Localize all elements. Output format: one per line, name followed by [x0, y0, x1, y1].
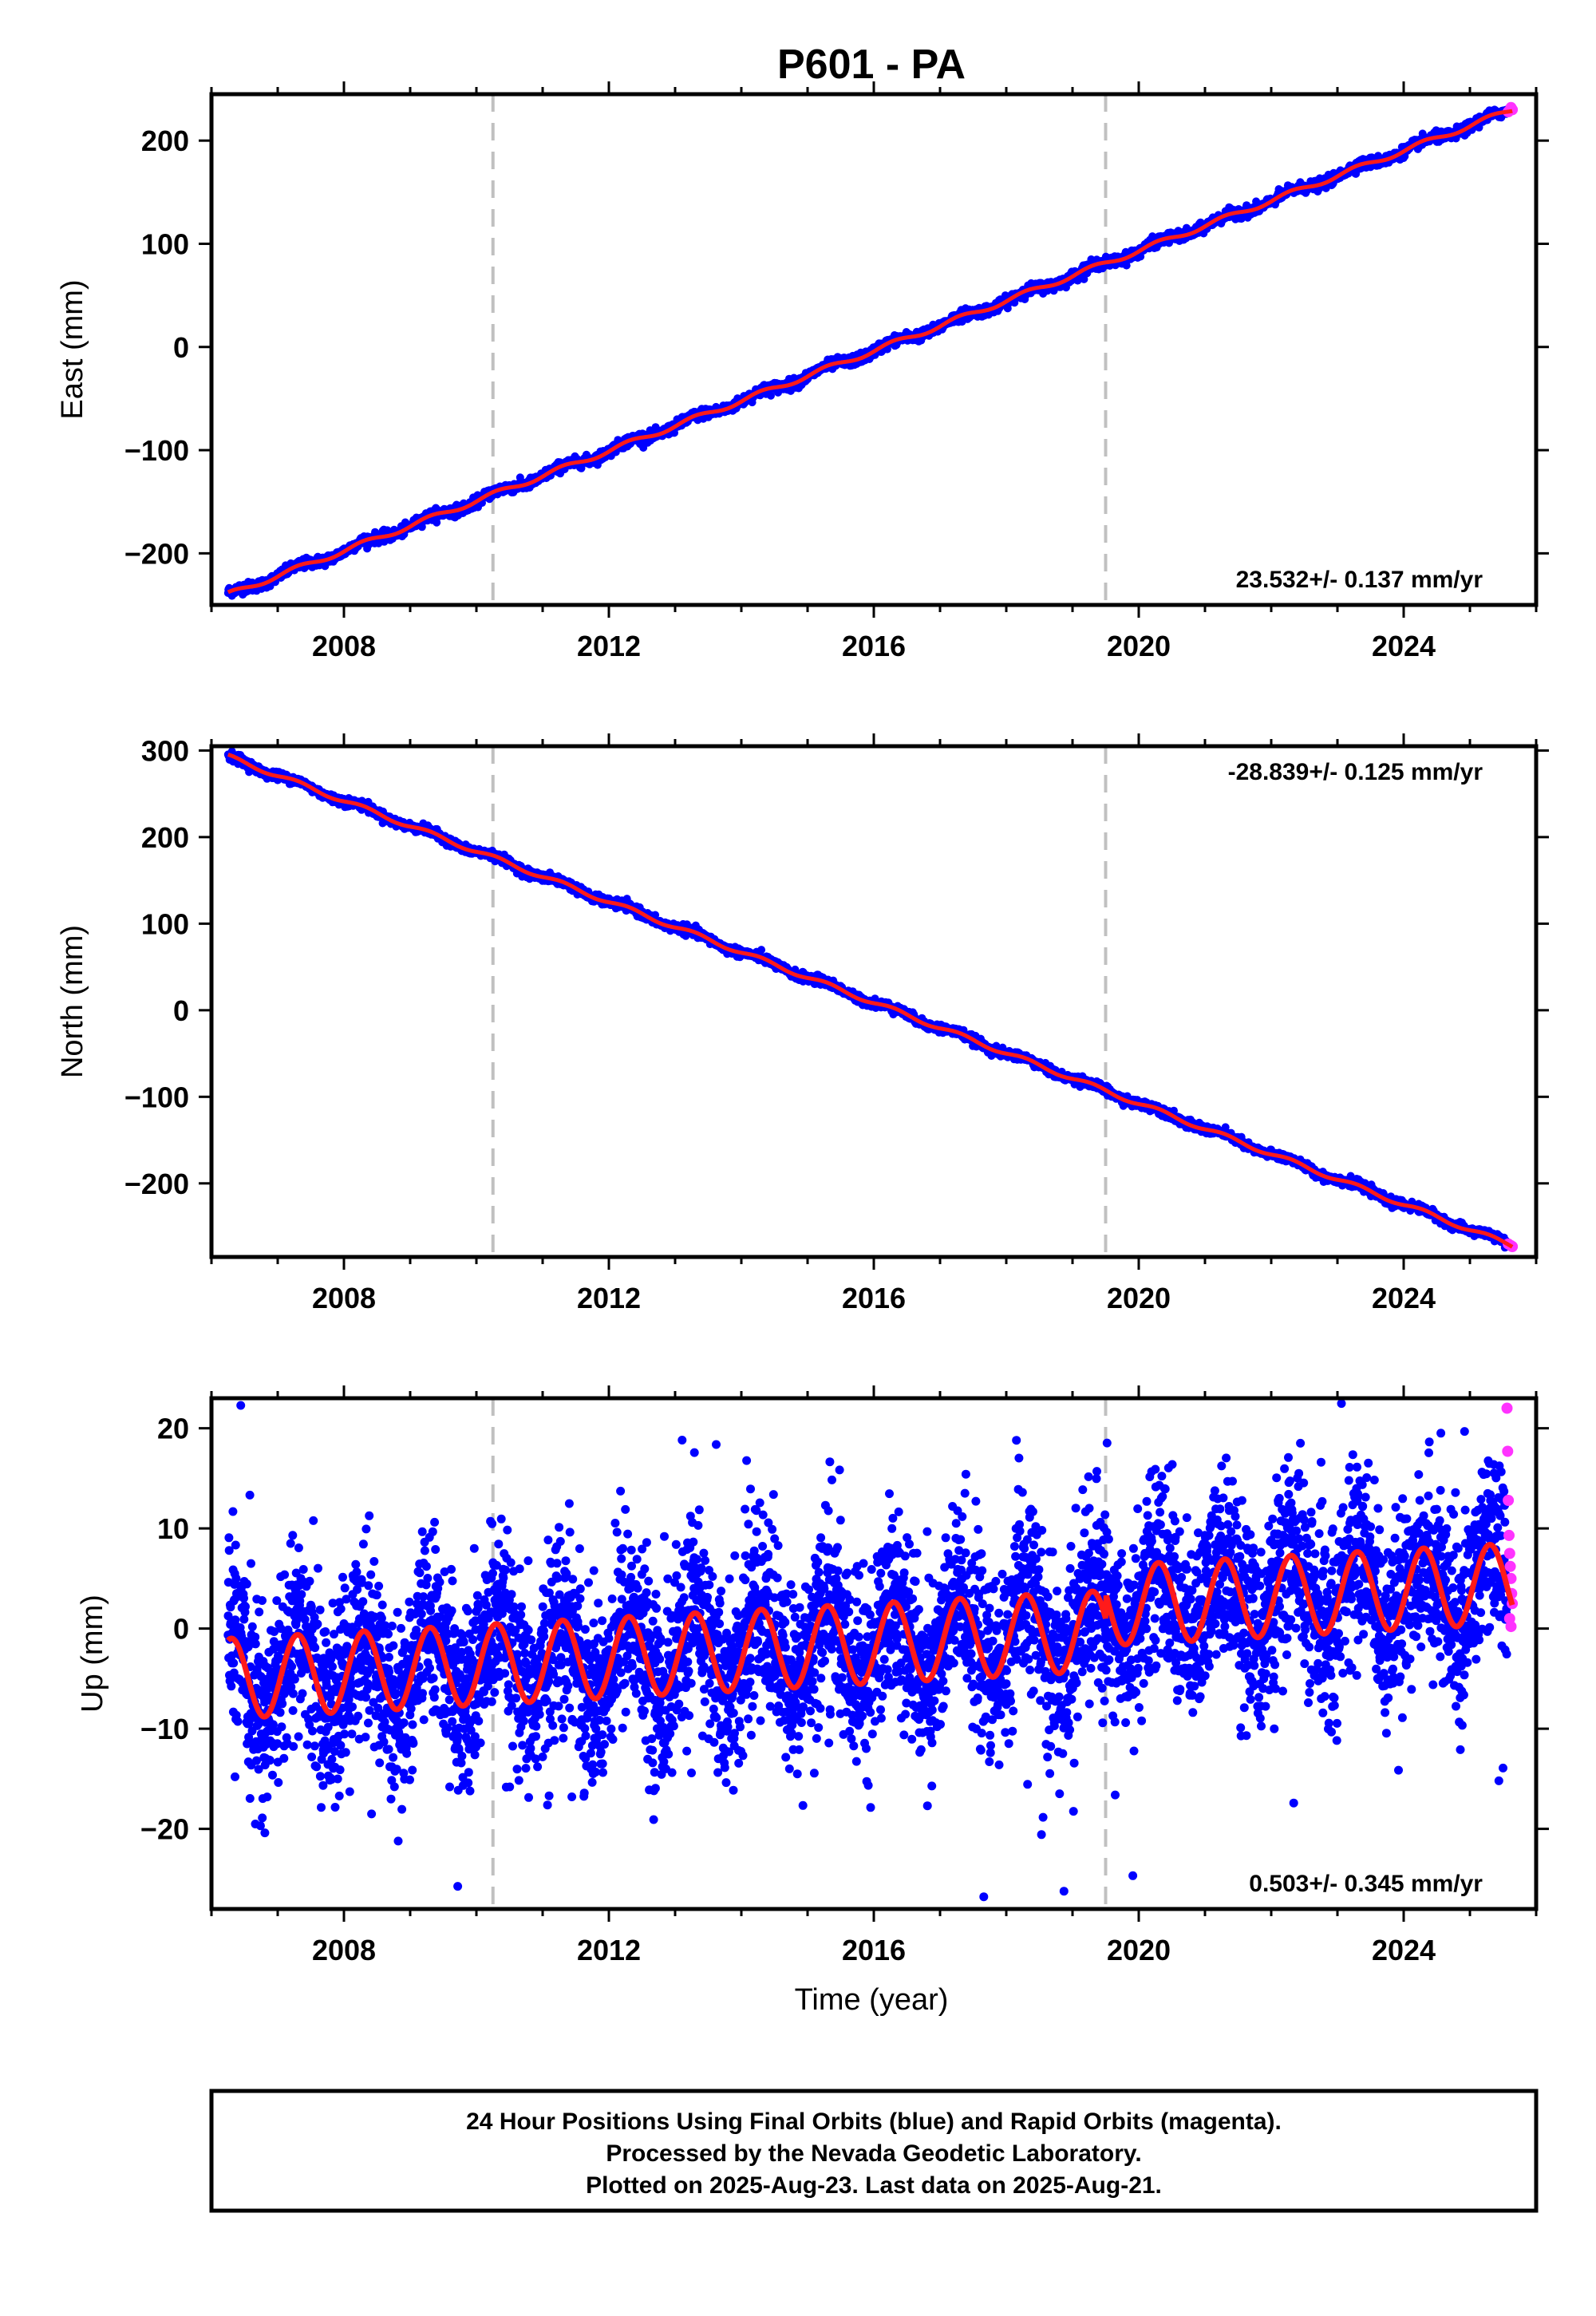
final-orbit-point: [767, 391, 775, 400]
x-tick-label: 2024: [1372, 630, 1436, 662]
x-tick-label: 2016: [842, 630, 906, 662]
model-fit-line: [227, 109, 1513, 595]
y-tick-label: 0: [173, 331, 189, 364]
y-axis-label: East (mm): [56, 279, 89, 419]
velocity-label: 23.532+/- 0.137 mm/yr: [1236, 567, 1483, 593]
final-orbit-point: [757, 946, 766, 954]
y-tick-label: 100: [141, 227, 189, 260]
y-tick-label: −200: [124, 537, 189, 570]
data-points: [223, 101, 1519, 600]
x-tick-label: 2008: [312, 630, 376, 662]
north-panel: 2008 2012 2016 2020 2024−200−1000100200300No…: [56, 733, 1549, 1314]
x-tick-label: 2012: [577, 630, 641, 662]
figure-title: P601 - PA: [777, 41, 966, 88]
y-tick-label: −100: [124, 434, 189, 467]
y-tick-label: 200: [141, 124, 189, 157]
data-points: [223, 747, 1519, 1252]
x-tick-label: 2020: [1107, 630, 1171, 662]
east-panel: 2008 2012 2016 2020 2024 −200 −100 0 100 200 East …: [56, 81, 1549, 662]
final-orbit-point: [417, 523, 426, 532]
